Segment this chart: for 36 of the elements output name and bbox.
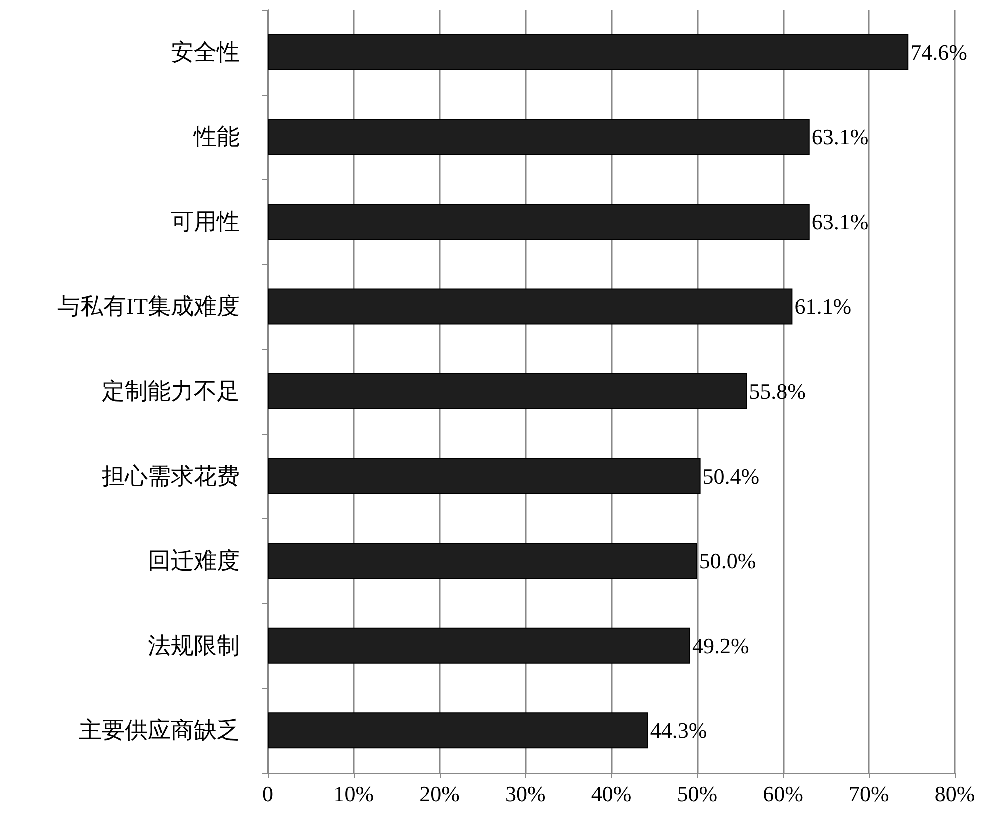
data-label: 55.8% — [749, 379, 806, 404]
x-tick-label: 70% — [848, 782, 890, 806]
bar — [268, 288, 793, 325]
bar — [268, 458, 701, 494]
bar — [268, 712, 648, 749]
data-label: 44.3% — [650, 718, 708, 744]
x-tick-label: 30% — [505, 782, 546, 806]
bar — [268, 119, 810, 156]
x-tick-label: 50% — [677, 782, 718, 806]
x-tick-label: 60% — [763, 782, 804, 806]
data-label: 50.4% — [702, 464, 760, 489]
data-label: 49.2% — [692, 633, 750, 658]
x-tick-label: 0 — [262, 782, 274, 806]
y-tick-label: 主要供应商缺乏 — [79, 718, 240, 744]
y-tick-label: 可用性 — [171, 209, 240, 234]
y-tick-label: 回迁难度 — [148, 548, 240, 574]
data-label: 63.1% — [812, 124, 869, 150]
bar — [268, 374, 748, 410]
bar — [268, 204, 810, 240]
data-label: 50.0% — [699, 548, 756, 574]
bar — [268, 543, 698, 580]
x-tick-label: 10% — [334, 782, 374, 806]
y-tick-label: 与私有IT集成难度 — [57, 294, 240, 320]
data-label: 61.1% — [794, 294, 852, 320]
y-tick-label: 定制能力不足 — [102, 379, 240, 404]
y-tick-label: 性能 — [193, 124, 240, 150]
x-tick-label: 20% — [420, 782, 460, 806]
data-label: 63.1% — [812, 209, 869, 234]
y-tick-label: 法规限制 — [148, 633, 240, 658]
bar — [268, 34, 909, 70]
y-tick-label: 担心需求花费 — [102, 464, 240, 489]
x-tick-label: 80% — [934, 782, 976, 806]
bar — [268, 628, 691, 664]
y-tick-label: 安全性 — [171, 40, 240, 65]
data-label: 74.6% — [910, 40, 968, 65]
x-tick-label: 40% — [591, 782, 632, 806]
